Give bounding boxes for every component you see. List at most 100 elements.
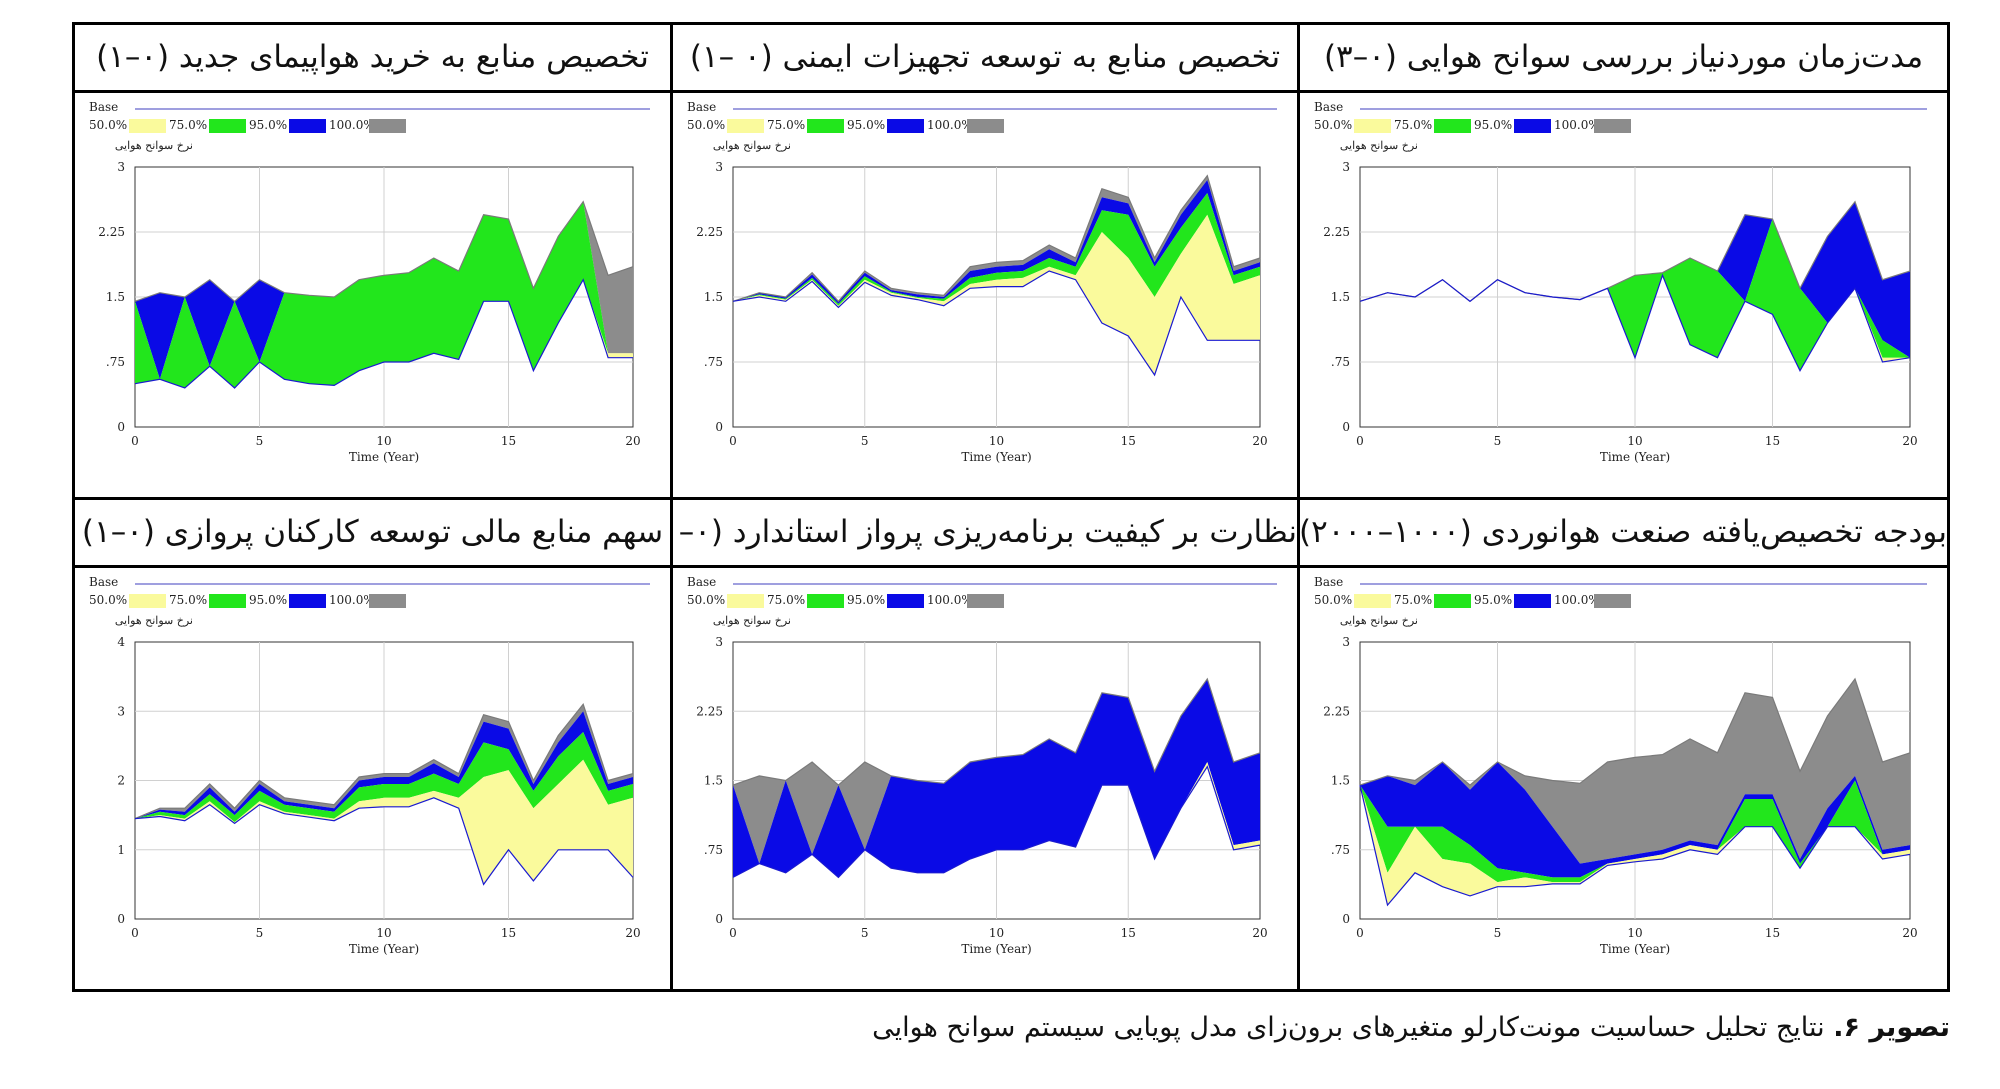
y-tick-label: 2.25 [1323, 704, 1350, 718]
legend-swatch [1514, 119, 1551, 133]
cell-divider [670, 25, 673, 989]
x-tick-label: 0 [729, 926, 737, 940]
x-axis-label: Time (Year) [1600, 942, 1670, 956]
band-75 [135, 732, 633, 823]
legend-level-label: 100.0% [1554, 593, 1600, 607]
y-tick-label: .75 [704, 355, 723, 369]
y-tick-label: 4 [117, 635, 125, 649]
legend-swatch [1594, 119, 1631, 133]
x-tick-label: 15 [501, 434, 516, 448]
chart-panel: Base 50.0% 75.0% 95.0% 100.0% نرخ سوانح هوایی… [1300, 568, 1947, 989]
legend-level-label: 50.0% [89, 593, 127, 607]
y-tick-label: 2.25 [1323, 225, 1350, 239]
x-axis-label: Time (Year) [961, 942, 1031, 956]
series-lower-line [134, 797, 634, 886]
legend-swatch [1434, 594, 1471, 608]
band-95 [1360, 201, 1910, 358]
band-50 [135, 759, 633, 885]
legend-level-label: 95.0% [847, 593, 885, 607]
figure-caption: تصویر ۶. نتایج تحلیل حساسیت مونت‌کارلو م… [872, 1012, 1950, 1043]
x-tick-label: 10 [1627, 434, 1642, 448]
y-tick-label: 1 [117, 843, 125, 857]
series-upper-line [732, 677, 1261, 786]
legend-base-label: Base [89, 100, 118, 114]
legend-base-label: Base [687, 100, 716, 114]
y-tick-label: 1.5 [1331, 290, 1350, 304]
legend-level-label: 50.0% [1314, 593, 1352, 607]
legend-level-label: 75.0% [767, 118, 805, 132]
band-95 [1360, 762, 1910, 878]
y-tick-label: 0 [1342, 420, 1350, 434]
legend-level-label: 50.0% [687, 593, 725, 607]
legend-swatch [967, 594, 1004, 608]
x-axis-label: Time (Year) [1600, 450, 1670, 464]
chart-panel: Base 50.0% 75.0% 95.0% 100.0% نرخ سوانح هوایی… [1300, 93, 1947, 497]
legend-level-label: 95.0% [1474, 593, 1512, 607]
y-axis-label: نرخ سوانح هوایی [713, 614, 791, 627]
band-100 [1360, 678, 1910, 864]
legend-swatch [1354, 119, 1391, 133]
series-lower-line [732, 765, 1261, 879]
legend-swatch [1514, 594, 1551, 608]
y-axis-label: نرخ سوانح هوایی [115, 614, 193, 627]
legend-swatch [289, 594, 326, 608]
x-tick-label: 20 [1902, 434, 1917, 448]
y-tick-label: .75 [704, 843, 723, 857]
legend-level-label: 50.0% [1314, 118, 1352, 132]
legend-swatch [129, 119, 166, 133]
x-tick-label: 5 [1494, 434, 1502, 448]
chart-svg: Base 50.0% 75.0% 95.0% 100.0% نرخ سوانح هوایی… [1314, 100, 1927, 464]
legend-swatch [967, 119, 1004, 133]
panel-title: نظارت بر کیفیت برنامه‌ریزی پرواز استاندا… [673, 500, 1297, 568]
y-tick-label: .75 [1331, 355, 1350, 369]
row-divider [75, 497, 1947, 500]
legend-level-label: 100.0% [927, 118, 973, 132]
y-tick-label: .75 [1331, 843, 1350, 857]
series-upper-line [134, 703, 634, 820]
y-tick-label: 0 [117, 912, 125, 926]
panel-title: مدت‌زمان موردنیاز بررسی سوانح هوایی (۰–۳… [1300, 25, 1947, 93]
x-tick-label: 10 [989, 926, 1004, 940]
y-tick-label: 1.5 [704, 290, 723, 304]
legend-level-label: 100.0% [329, 118, 375, 132]
legend-swatch [1354, 594, 1391, 608]
legend-swatch [727, 119, 764, 133]
x-axis-label: Time (Year) [349, 450, 419, 464]
legend-level-label: 100.0% [927, 593, 973, 607]
x-axis-label: Time (Year) [349, 942, 419, 956]
y-tick-label: 1.5 [704, 774, 723, 788]
legend-swatch [209, 119, 246, 133]
x-tick-label: 15 [501, 926, 516, 940]
x-tick-label: 20 [1902, 926, 1917, 940]
chart-svg: Base 50.0% 75.0% 95.0% 100.0% نرخ سوانح هوایی… [687, 100, 1277, 464]
band-100 [733, 678, 1260, 864]
chart-svg: Base 50.0% 75.0% 95.0% 100.0% نرخ سوانح هوایی… [89, 100, 650, 464]
chart-svg: Base 50.0% 75.0% 95.0% 100.0% نرخ سوانح هوایی… [1314, 575, 1927, 956]
legend-swatch [369, 119, 406, 133]
legend-swatch [807, 119, 844, 133]
legend-level-label: 75.0% [169, 118, 207, 132]
x-axis-label: Time (Year) [961, 450, 1031, 464]
panel-safety-equipment: تخصیص منابع به توسعه تجهیزات ایمنی (۰ –۱… [673, 25, 1297, 497]
y-tick-label: 0 [1342, 912, 1350, 926]
series-lower-line [1359, 273, 1911, 372]
chart-panel: Base 50.0% 75.0% 95.0% 100.0% نرخ سوانح هوایی… [75, 93, 670, 497]
panel-title: سهم منابع مالی توسعه کارکنان پروازی (۰–۱… [75, 500, 670, 568]
chart-panel: Base 50.0% 75.0% 95.0% 100.0% نرخ سوانح هوایی… [75, 568, 670, 989]
series-upper-line [732, 174, 1261, 303]
band-95 [733, 678, 1260, 878]
legend-swatch [1594, 594, 1631, 608]
x-tick-label: 0 [1356, 434, 1364, 448]
chart-panel: Base 50.0% 75.0% 95.0% 100.0% نرخ سوانح هوایی… [673, 568, 1297, 989]
band-50 [733, 214, 1260, 375]
y-tick-label: 2.25 [696, 704, 723, 718]
legend-swatch [887, 594, 924, 608]
y-tick-label: 3 [117, 704, 125, 718]
series-lower-line [732, 270, 1260, 377]
y-tick-label: 3 [1342, 160, 1350, 174]
panel-title: تخصیص منابع به خرید هواپیمای جدید (۰–۱) [75, 25, 670, 93]
panel-pilot-staff-funding: سهم منابع مالی توسعه کارکنان پروازی (۰–۱… [75, 500, 670, 989]
y-tick-label: 3 [715, 160, 723, 174]
panel-title: بودجه تخصیص‌یافته صنعت هوانوردی (۱۰۰۰–۲۰… [1300, 500, 1947, 568]
caption-label: تصویر ۶. [1833, 1012, 1950, 1043]
